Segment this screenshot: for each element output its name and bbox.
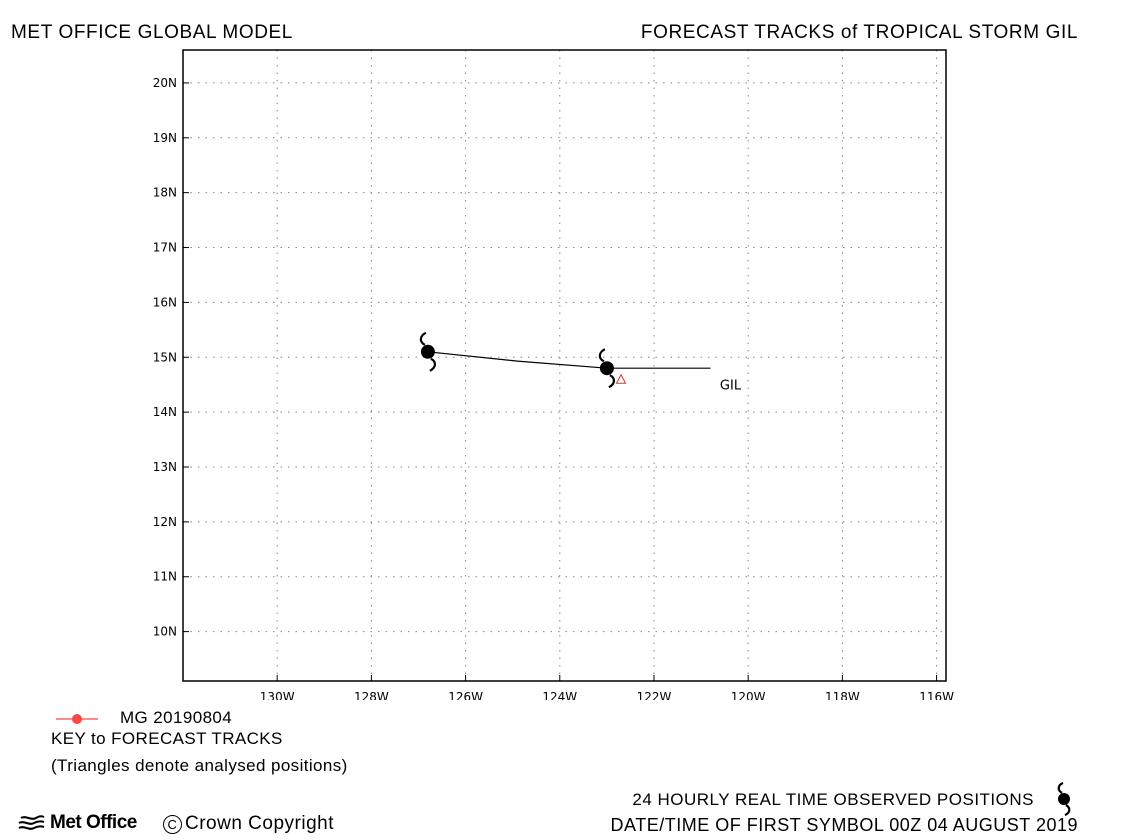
storm-name-label: GIL: [720, 379, 742, 394]
y-tick-label: 14N: [153, 405, 177, 419]
x-tick-label: 128W: [354, 690, 389, 700]
y-tick-labels: 10N 11N 12N 13N 14N 15N 16N 17N 18N 19N 20N: [153, 76, 189, 639]
y-tick-label: 11N: [153, 570, 177, 584]
tropical-storm-icon: [1057, 782, 1071, 816]
x-tick-label: 124W: [542, 690, 577, 700]
legend-title: KEY to FORECAST TRACKS: [51, 729, 283, 748]
y-tick-label: 17N: [153, 241, 177, 255]
y-tick-label: 13N: [153, 460, 177, 474]
observed-positions-text: 24 HOURLY REAL TIME OBSERVED POSITIONS: [632, 790, 1034, 809]
observed-position-marker: [419, 331, 436, 372]
y-tick-label: 12N: [153, 515, 177, 529]
x-tick-labels: 130W 128W 126W 124W 122W 120W 118W 116W: [260, 675, 954, 700]
logo-text: Met Office: [50, 812, 137, 833]
analysed-position-triangle: [615, 373, 627, 384]
y-tick-label: 16N: [153, 295, 177, 309]
y-tick-label: 20N: [153, 76, 177, 90]
copyright-symbol: C: [163, 814, 182, 834]
copyright: C Crown Copyright: [163, 813, 334, 835]
y-tick-label: 10N: [153, 625, 177, 639]
x-tick-label: 126W: [448, 690, 483, 700]
forecast-track-line: [427, 351, 711, 369]
header-right-title: FORECAST TRACKS of TROPICAL STORM GIL: [640, 22, 1078, 43]
legend-note: (Triangles denote analysed positions): [51, 756, 348, 775]
first-symbol-datetime: DATE/TIME OF FIRST SYMBOL 00Z 04 AUGUST …: [610, 815, 1078, 835]
x-tick-label: 116W: [919, 690, 954, 700]
y-tick-label: 15N: [153, 350, 177, 364]
x-tick-label: 120W: [731, 690, 766, 700]
x-tick-label: 130W: [260, 690, 295, 700]
legend-series-label: MG 20190804: [120, 708, 233, 727]
header-left-title: MET OFFICE GLOBAL MODEL: [11, 22, 293, 43]
legend-marker: [56, 714, 98, 724]
marker-layer: GIL: [419, 331, 742, 394]
observed-position-marker: [598, 348, 615, 389]
x-tick-label: 118W: [825, 690, 860, 700]
y-tick-label: 18N: [153, 186, 177, 200]
y-tick-label: 19N: [153, 131, 177, 145]
copyright-text: Crown Copyright: [185, 813, 334, 834]
grid-lines: [183, 50, 946, 681]
x-tick-label: 122W: [637, 690, 672, 700]
plot-frame: [182, 49, 947, 682]
track-layer: [427, 351, 711, 369]
met-office-logo: Met Office: [18, 812, 137, 834]
met-office-logo-icon: [18, 815, 45, 830]
forecast-track-chart: 130W 128W 126W 124W 122W 120W 118W 116W 10N11N1…: [153, 49, 954, 700]
